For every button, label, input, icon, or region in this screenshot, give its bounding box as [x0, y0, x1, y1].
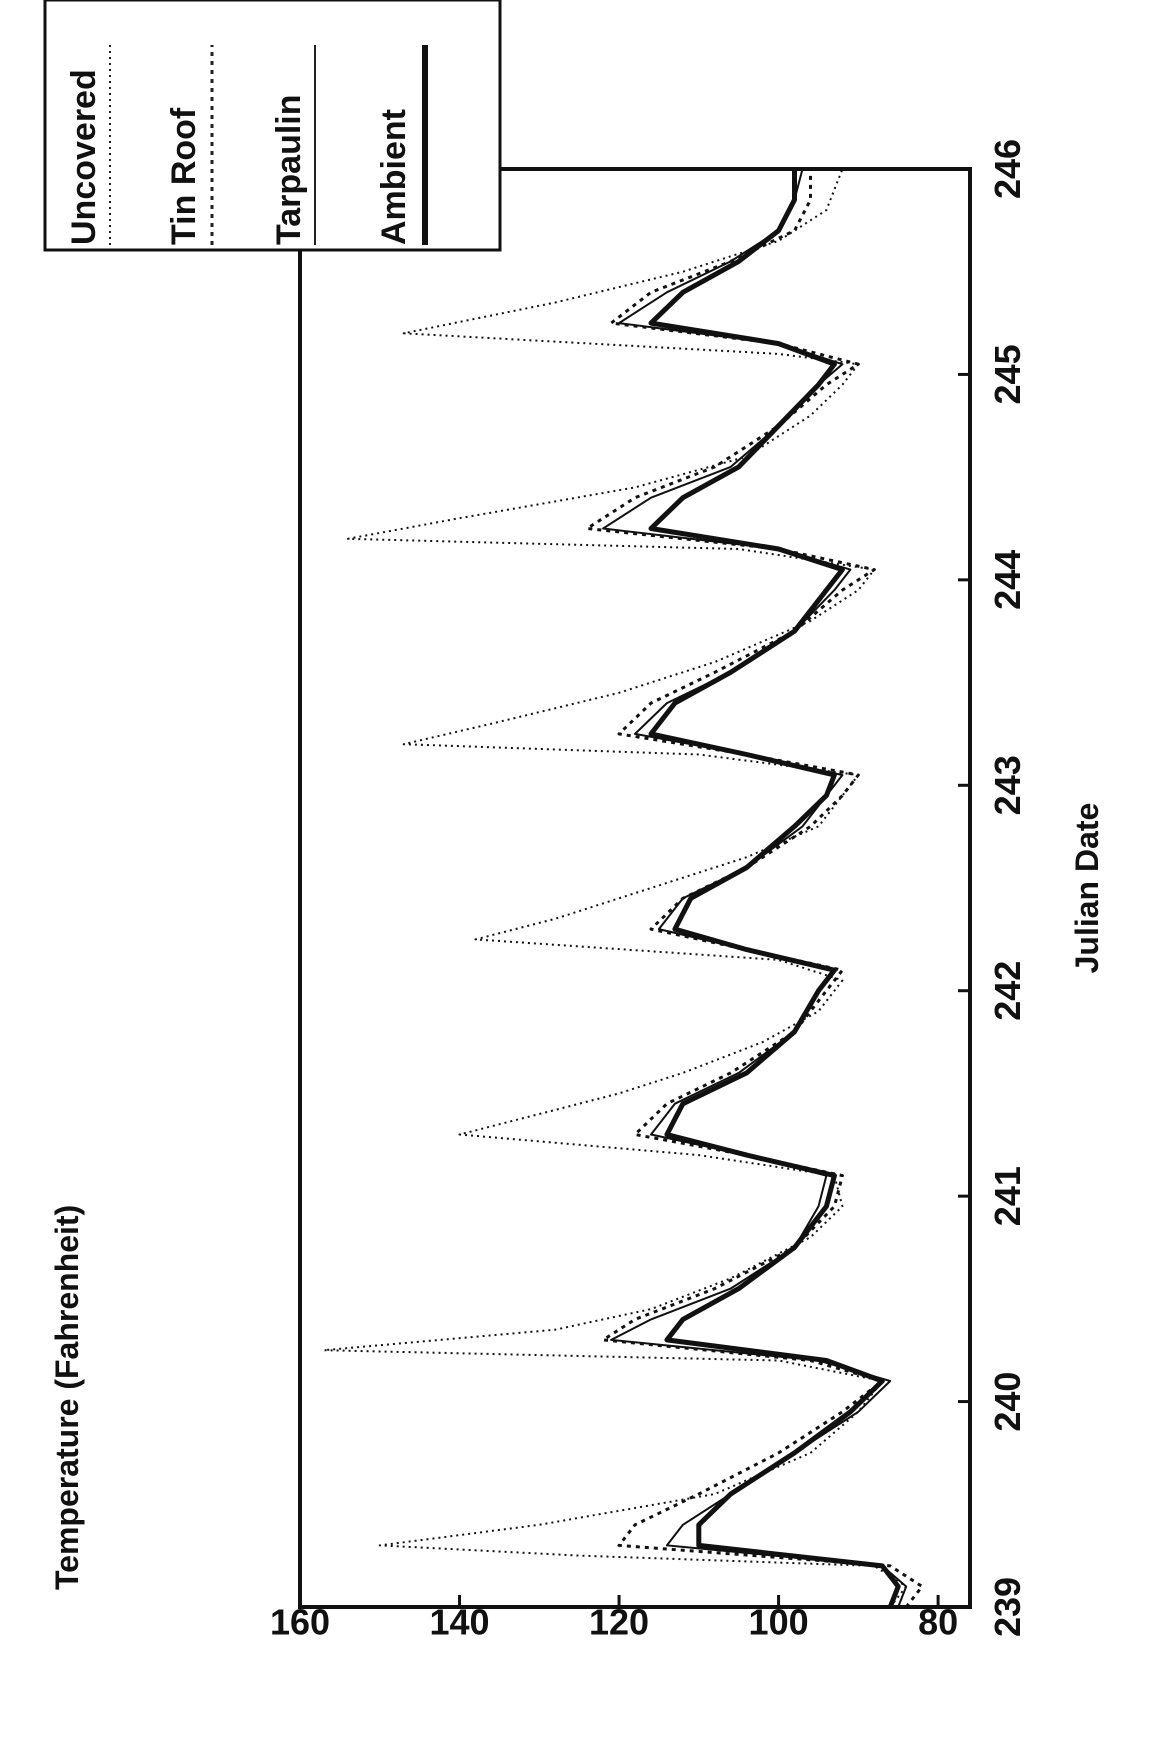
legend-label-ambient: Ambient: [375, 109, 413, 245]
x-tick-label: 240: [987, 1372, 1028, 1432]
x-tick-label: 243: [987, 755, 1028, 815]
x-tick-label: 245: [987, 344, 1028, 404]
legend-label-tin-roof: Tin Roof: [165, 107, 203, 245]
y-tick-label: 160: [270, 1602, 330, 1643]
y-tick-label: 120: [589, 1602, 649, 1643]
y-tick-label: 100: [749, 1601, 809, 1642]
x-axis-title: Julian Date: [1069, 803, 1105, 974]
legend-label-tarpaulin: Tarpaulin: [270, 95, 308, 246]
x-tick-label: 246: [987, 139, 1028, 199]
x-tick-label: 242: [987, 961, 1028, 1021]
y-axis-title: Temperature (Fahrenheit): [49, 1205, 85, 1590]
x-tick-label: 244: [987, 550, 1028, 610]
legend-box: [43, 0, 502, 252]
y-tick-label: 80: [918, 1602, 958, 1643]
x-tick-label: 241: [987, 1166, 1028, 1226]
series-layer: [322, 168, 924, 1608]
legend: Uncovered Tin Roof Tarpaulin Ambient: [43, 0, 502, 252]
ticks-layer: 239 240 241 242 243 244 245 246 80 100 120 140 160: [270, 139, 1028, 1643]
chart-rotated-group: 239 240 241 242 243 244 245 246 80 100 120 140 160 T…: [43, 0, 1105, 1643]
y-tick-label: 140: [429, 1602, 489, 1643]
series-line-ambient: [648, 169, 901, 1608]
legend-label-uncovered: Uncovered: [65, 69, 103, 245]
x-tick-label: 239: [987, 1577, 1028, 1637]
plot-frame: [298, 167, 972, 1609]
